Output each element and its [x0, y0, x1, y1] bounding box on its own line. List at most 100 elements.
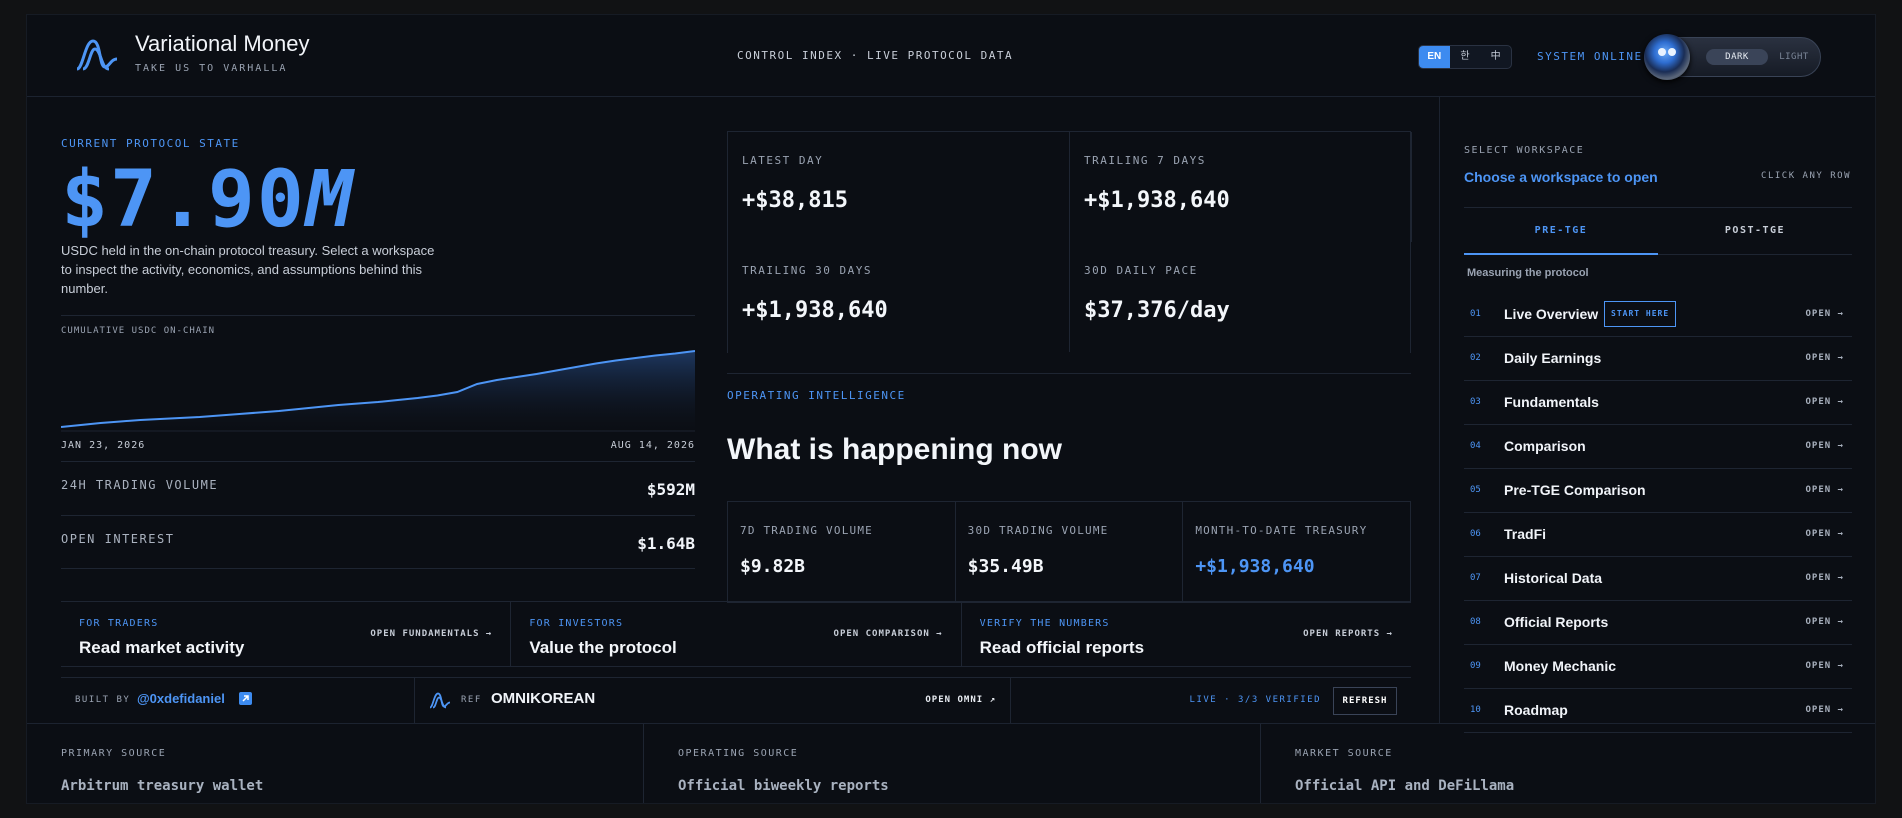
workspace-section-title: Measuring the protocol	[1467, 267, 1589, 279]
cta-sub: FOR TRADERS	[79, 618, 159, 629]
volume-label: MONTH-TO-DATE TREASURY	[1195, 524, 1368, 537]
workspace-tabs: PRE-TGE POST-TGE	[1464, 207, 1852, 255]
built-by-section: BUILT BY @0xdefidaniel	[61, 678, 415, 723]
lang-en-button[interactable]: EN	[1419, 46, 1450, 68]
earnings-cell: TRAILING 7 DAYS +$1,938,640	[1070, 132, 1412, 242]
refresh-button[interactable]: REFRESH	[1333, 687, 1397, 715]
earnings-cell: TRAILING 30 DAYS +$1,938,640	[728, 242, 1070, 352]
workspace-item[interactable]: 01 Live Overview OPEN → START HERE	[1464, 293, 1852, 337]
tab-post-tge[interactable]: POST-TGE	[1724, 225, 1786, 236]
workspace-item-open[interactable]: OPEN →	[1805, 661, 1844, 671]
workspace-item-open[interactable]: OPEN →	[1805, 485, 1844, 495]
workspace-item[interactable]: 08 Official Reports OPEN →	[1464, 601, 1852, 645]
workspace-item-open[interactable]: OPEN →	[1805, 353, 1844, 363]
workspace-item-title: Live Overview	[1504, 306, 1599, 322]
earnings-cell: LATEST DAY +$38,815	[728, 132, 1070, 242]
ref-section: REF OMNIKOREAN OPEN OMNI ↗	[415, 678, 1011, 723]
treasury-value-number: $7.90	[61, 155, 306, 245]
status-section: LIVE · 3/3 VERIFIED REFRESH	[1011, 678, 1411, 723]
workspace-item-open[interactable]: OPEN →	[1805, 617, 1844, 627]
treasury-value-suffix: M	[305, 155, 355, 245]
cta-verify[interactable]: VERIFY THE NUMBERS Read official reports…	[962, 602, 1411, 666]
workspace-item-title: Money Mechanic	[1504, 658, 1617, 674]
knob-eye-icon	[1658, 48, 1666, 56]
workspace-title: Choose a workspace to open	[1464, 169, 1658, 185]
workspace-item-open[interactable]: OPEN →	[1805, 441, 1844, 451]
workspace-item[interactable]: 04 Comparison OPEN →	[1464, 425, 1852, 469]
treasury-description: USDC held in the on-chain protocol treas…	[61, 243, 435, 296]
tab-pre-tge[interactable]: PRE-TGE	[1464, 208, 1658, 255]
source-primary: PRIMARY SOURCE Arbitrum treasury wallet	[27, 724, 644, 803]
workspace-hint: CLICK ANY ROW	[1761, 171, 1851, 181]
chart-svg	[61, 350, 695, 432]
metric-row: OPEN INTEREST $1.64B	[61, 515, 695, 569]
cta-title: Read official reports	[979, 638, 1145, 657]
brand-logo-icon	[76, 39, 118, 71]
volume-cell: MONTH-TO-DATE TREASURY +$1,938,640	[1183, 502, 1410, 602]
volume-label: 30D TRADING VOLUME	[967, 524, 1109, 537]
workspace-item-number: 04	[1470, 441, 1481, 451]
open-fundamentals-link[interactable]: OPEN FUNDAMENTALS →	[370, 629, 493, 639]
workspace-item[interactable]: 05 Pre-TGE Comparison OPEN →	[1464, 469, 1852, 513]
workspace-item[interactable]: 03 Fundamentals OPEN →	[1464, 381, 1852, 425]
workspace-label: SELECT WORKSPACE	[1464, 145, 1585, 156]
earnings-grid: LATEST DAY +$38,815 TRAILING 7 DAYS +$1,…	[727, 131, 1412, 353]
source-market: MARKET SOURCE Official API and DeFiLlama	[1261, 724, 1875, 803]
brand-name: Variational Money	[135, 31, 310, 56]
workspace-item-title: Historical Data	[1504, 570, 1603, 586]
volume-value: +$1,938,640	[1195, 556, 1315, 577]
theme-toggle[interactable]: DARK LIGHT	[1644, 34, 1821, 80]
chart-series-line	[61, 350, 695, 428]
open-comparison-link[interactable]: OPEN COMPARISON →	[833, 629, 943, 639]
cta-investors[interactable]: FOR INVESTORS Value the protocol OPEN CO…	[511, 602, 962, 666]
chart-x-end-label: AUG 14, 2026	[610, 440, 695, 451]
workspace-item-open[interactable]: OPEN →	[1805, 705, 1844, 715]
external-link-icon[interactable]	[239, 692, 252, 705]
workspace-item[interactable]: 07 Historical Data OPEN →	[1464, 557, 1852, 601]
workspace-item-open[interactable]: OPEN →	[1805, 573, 1844, 583]
earnings-value: $37,376/day	[1084, 298, 1230, 323]
metric-value: $592M	[646, 480, 695, 499]
workspace-item-title: TradFi	[1504, 526, 1547, 542]
volume-cell: 7D TRADING VOLUME $9.82B	[728, 502, 956, 602]
workspace-item-number: 05	[1470, 485, 1481, 495]
header: Variational Money TAKE US TO VARHALLA CO…	[27, 15, 1875, 97]
workspace-item-open[interactable]: OPEN →	[1805, 309, 1844, 319]
theme-dark-label: DARK	[1706, 49, 1768, 65]
ref-logo-icon	[429, 692, 451, 709]
source-label: OPERATING SOURCE	[678, 748, 799, 759]
author-link[interactable]: @0xdefidaniel	[137, 691, 225, 706]
workspace-item-number: 03	[1470, 397, 1481, 407]
app-frame: Variational Money TAKE US TO VARHALLA CO…	[26, 14, 1876, 804]
lang-ko-button[interactable]: 한	[1460, 51, 1470, 62]
start-here-badge[interactable]: START HERE	[1604, 301, 1677, 327]
workspace-item[interactable]: 06 TradFi OPEN →	[1464, 513, 1852, 557]
workspace-item-open[interactable]: OPEN →	[1805, 397, 1844, 407]
chart-title: CUMULATIVE USDC ON-CHAIN	[61, 326, 216, 336]
language-switcher: EN 한 中	[1418, 45, 1512, 69]
cta-title: Value the protocol	[529, 638, 677, 657]
live-status: LIVE · 3/3 VERIFIED	[1189, 695, 1321, 705]
divider	[727, 373, 1411, 374]
workspace-item[interactable]: 02 Daily Earnings OPEN →	[1464, 337, 1852, 381]
workspace-item-number: 06	[1470, 529, 1481, 539]
workspace-item[interactable]: 09 Money Mechanic OPEN →	[1464, 645, 1852, 689]
workspace-item-number: 08	[1470, 617, 1481, 627]
theme-knob[interactable]	[1644, 34, 1690, 80]
source-value: Official biweekly reports	[678, 778, 889, 794]
open-reports-link[interactable]: OPEN REPORTS →	[1303, 629, 1393, 639]
workspace-item-title: Fundamentals	[1504, 394, 1599, 410]
volume-label: 7D TRADING VOLUME	[740, 524, 873, 537]
cta-title: Read market activity	[79, 638, 245, 657]
cta-traders[interactable]: FOR TRADERS Read market activity OPEN FU…	[61, 602, 512, 666]
system-status: SYSTEM ONLINE	[1537, 50, 1643, 63]
cta-sub: VERIFY THE NUMBERS	[979, 618, 1110, 629]
workspace-item-open[interactable]: OPEN →	[1805, 529, 1844, 539]
open-omni-link[interactable]: OPEN OMNI ↗	[925, 695, 996, 705]
workspace-item[interactable]: 10 Roadmap OPEN →	[1464, 689, 1852, 733]
workspace-item-number: 02	[1470, 353, 1481, 363]
lang-zh-button[interactable]: 中	[1490, 51, 1501, 62]
source-value: Arbitrum treasury wallet	[61, 778, 264, 794]
knob-eye-icon	[1668, 48, 1676, 56]
workspace-item-title: Comparison	[1504, 438, 1586, 454]
